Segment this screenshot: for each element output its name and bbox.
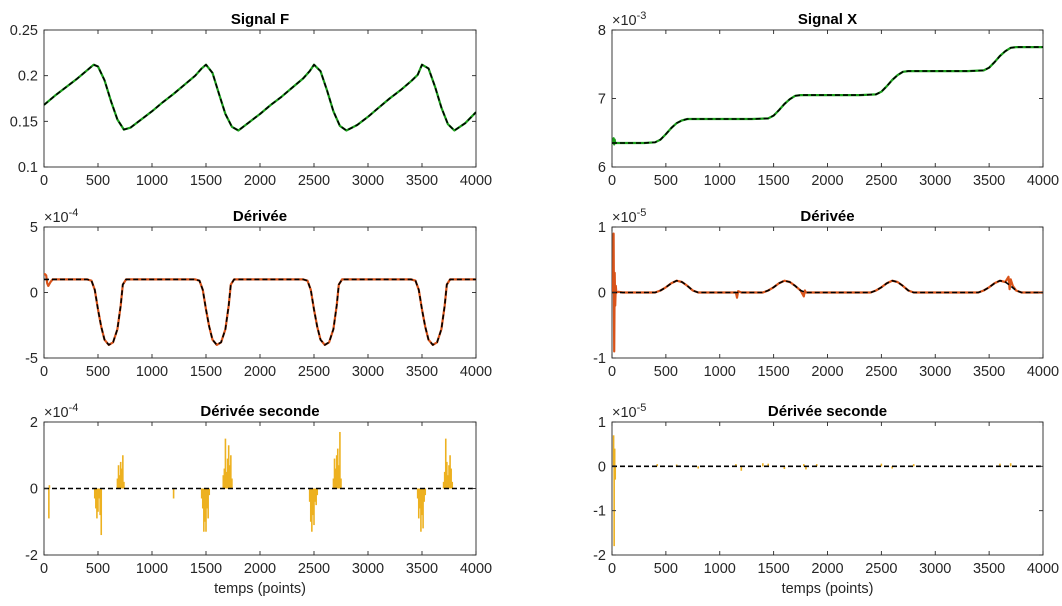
y-tick-label: 0: [598, 286, 606, 302]
x-tick-label: 2500: [865, 173, 897, 189]
x-tick-label: 2000: [244, 561, 276, 577]
chart-title: Dérivée: [233, 208, 287, 225]
chart-panel-signal-x: 0 500 1000 1500 2000 2500 3000 3500 4000 6 7 8 Signa…: [598, 10, 1059, 189]
chart-panel-derivee-seconde-x: 0 500 1000 1500 2000 2500 3000 3500 4000 -2 -1 0 1 Dé…: [593, 402, 1059, 597]
x-tick-label: 2000: [244, 173, 276, 189]
chart-title: Signal X: [798, 11, 857, 28]
chart-title: Dérivée seconde: [200, 403, 319, 420]
x-tick-label: 4000: [460, 561, 492, 577]
x-tick-label: 3000: [919, 173, 951, 189]
chart-panel-derivee-x: 0 500 1000 1500 2000 2500 3000 3500 4000-101Déri…: [593, 207, 1059, 380]
chart-panel-derivee-seconde-f: 0 500 1000 1500 2000 2500 3000 3500 4000-202Déri…: [25, 402, 492, 597]
x-tick-label: 3500: [973, 173, 1005, 189]
y-tick-label: 1: [598, 220, 606, 236]
x-tick-label: 3000: [919, 561, 951, 577]
chart-title: Dérivée: [800, 208, 854, 225]
x-tick-label: 2000: [811, 561, 843, 577]
y-tick-label: 5: [30, 220, 38, 236]
chart-panel-derivee-f: 0 500 1000 1500 2000 2500 3000 3500 4000-505Déri…: [25, 207, 492, 380]
x-tick-label: 4000: [1027, 364, 1059, 380]
y-tick-label: -1: [593, 351, 606, 367]
x-tick-label: 3500: [406, 364, 438, 380]
chart-title: Dérivée seconde: [768, 403, 887, 420]
x-tick-label: 0: [608, 173, 616, 189]
x-tick-label: 2000: [244, 364, 276, 380]
x-tick-label: 1500: [757, 561, 789, 577]
y-tick-label: 2: [30, 415, 38, 431]
x-tick-label: 500: [654, 173, 678, 189]
y-tick-label: -1: [593, 504, 606, 520]
chart-title: Signal F: [231, 11, 289, 28]
y-tick-label: 8: [598, 23, 606, 39]
x-tick-label: 500: [86, 561, 110, 577]
x-tick-label: 500: [86, 173, 110, 189]
y-tick-label: 0.25: [10, 23, 38, 39]
x-tick-label: 1500: [190, 173, 222, 189]
plot-area: [44, 227, 476, 358]
x-tick-label: 2500: [298, 173, 330, 189]
x-axis-label: temps (points): [782, 581, 874, 597]
plot-area: [44, 30, 476, 167]
x-axis-label: temps (points): [214, 581, 306, 597]
x-tick-label: 2500: [298, 364, 330, 380]
x-tick-label: 1500: [757, 173, 789, 189]
x-tick-label: 3500: [406, 173, 438, 189]
x-tick-label: 4000: [1027, 561, 1059, 577]
x-tick-label: 2000: [811, 364, 843, 380]
x-tick-label: 1000: [136, 561, 168, 577]
x-tick-label: 3000: [919, 364, 951, 380]
plot-area: [612, 30, 1043, 167]
x-tick-label: 3000: [352, 364, 384, 380]
x-tick-label: 0: [40, 173, 48, 189]
y-tick-label: 0: [598, 459, 606, 475]
axis-exponent-label: ×10-3: [612, 10, 646, 29]
x-tick-label: 500: [654, 561, 678, 577]
x-tick-label: 0: [608, 561, 616, 577]
axis-exponent-label: ×10-5: [612, 207, 646, 226]
x-tick-label: 2500: [865, 364, 897, 380]
x-tick-label: 4000: [460, 173, 492, 189]
x-tick-label: 1500: [190, 364, 222, 380]
x-tick-label: 3000: [352, 173, 384, 189]
x-tick-label: 3000: [352, 561, 384, 577]
x-tick-label: 2500: [298, 561, 330, 577]
y-tick-label: -5: [25, 351, 38, 367]
y-tick-label: 0.15: [10, 114, 38, 130]
y-tick-label: 6: [598, 160, 606, 176]
x-tick-label: 4000: [460, 364, 492, 380]
x-tick-label: 2500: [865, 561, 897, 577]
x-tick-label: 500: [654, 364, 678, 380]
x-tick-label: 3500: [973, 561, 1005, 577]
x-tick-label: 1000: [704, 364, 736, 380]
x-tick-label: 1000: [704, 561, 736, 577]
x-tick-label: 1000: [704, 173, 736, 189]
x-tick-label: 3500: [406, 561, 438, 577]
x-tick-label: 0: [608, 364, 616, 380]
y-tick-label: -2: [593, 548, 606, 564]
x-tick-label: 1500: [190, 561, 222, 577]
axis-exponent-label: ×10-4: [44, 402, 78, 421]
x-tick-label: 4000: [1027, 173, 1059, 189]
x-tick-label: 500: [86, 364, 110, 380]
x-tick-label: 0: [40, 561, 48, 577]
x-tick-label: 1000: [136, 364, 168, 380]
y-tick-label: 0: [30, 286, 38, 302]
chart-panel-signal-f: 0 500 1000 1500 2000 2500 3000 3500 4000 0.1 0.15 0…: [10, 11, 492, 189]
y-tick-label: 7: [598, 92, 606, 108]
axis-exponent-label: ×10-5: [612, 402, 646, 421]
y-tick-label: 0.2: [18, 69, 38, 85]
y-tick-label: -2: [25, 548, 38, 564]
x-tick-label: 0: [40, 364, 48, 380]
y-tick-label: 0: [30, 482, 38, 498]
y-tick-label: 0.1: [18, 160, 38, 176]
x-tick-label: 3500: [973, 364, 1005, 380]
x-tick-label: 2000: [811, 173, 843, 189]
x-tick-label: 1000: [136, 173, 168, 189]
plot-area: [612, 422, 1043, 555]
x-tick-label: 1500: [757, 364, 789, 380]
y-tick-label: 1: [598, 415, 606, 431]
axis-exponent-label: ×10-4: [44, 207, 78, 226]
